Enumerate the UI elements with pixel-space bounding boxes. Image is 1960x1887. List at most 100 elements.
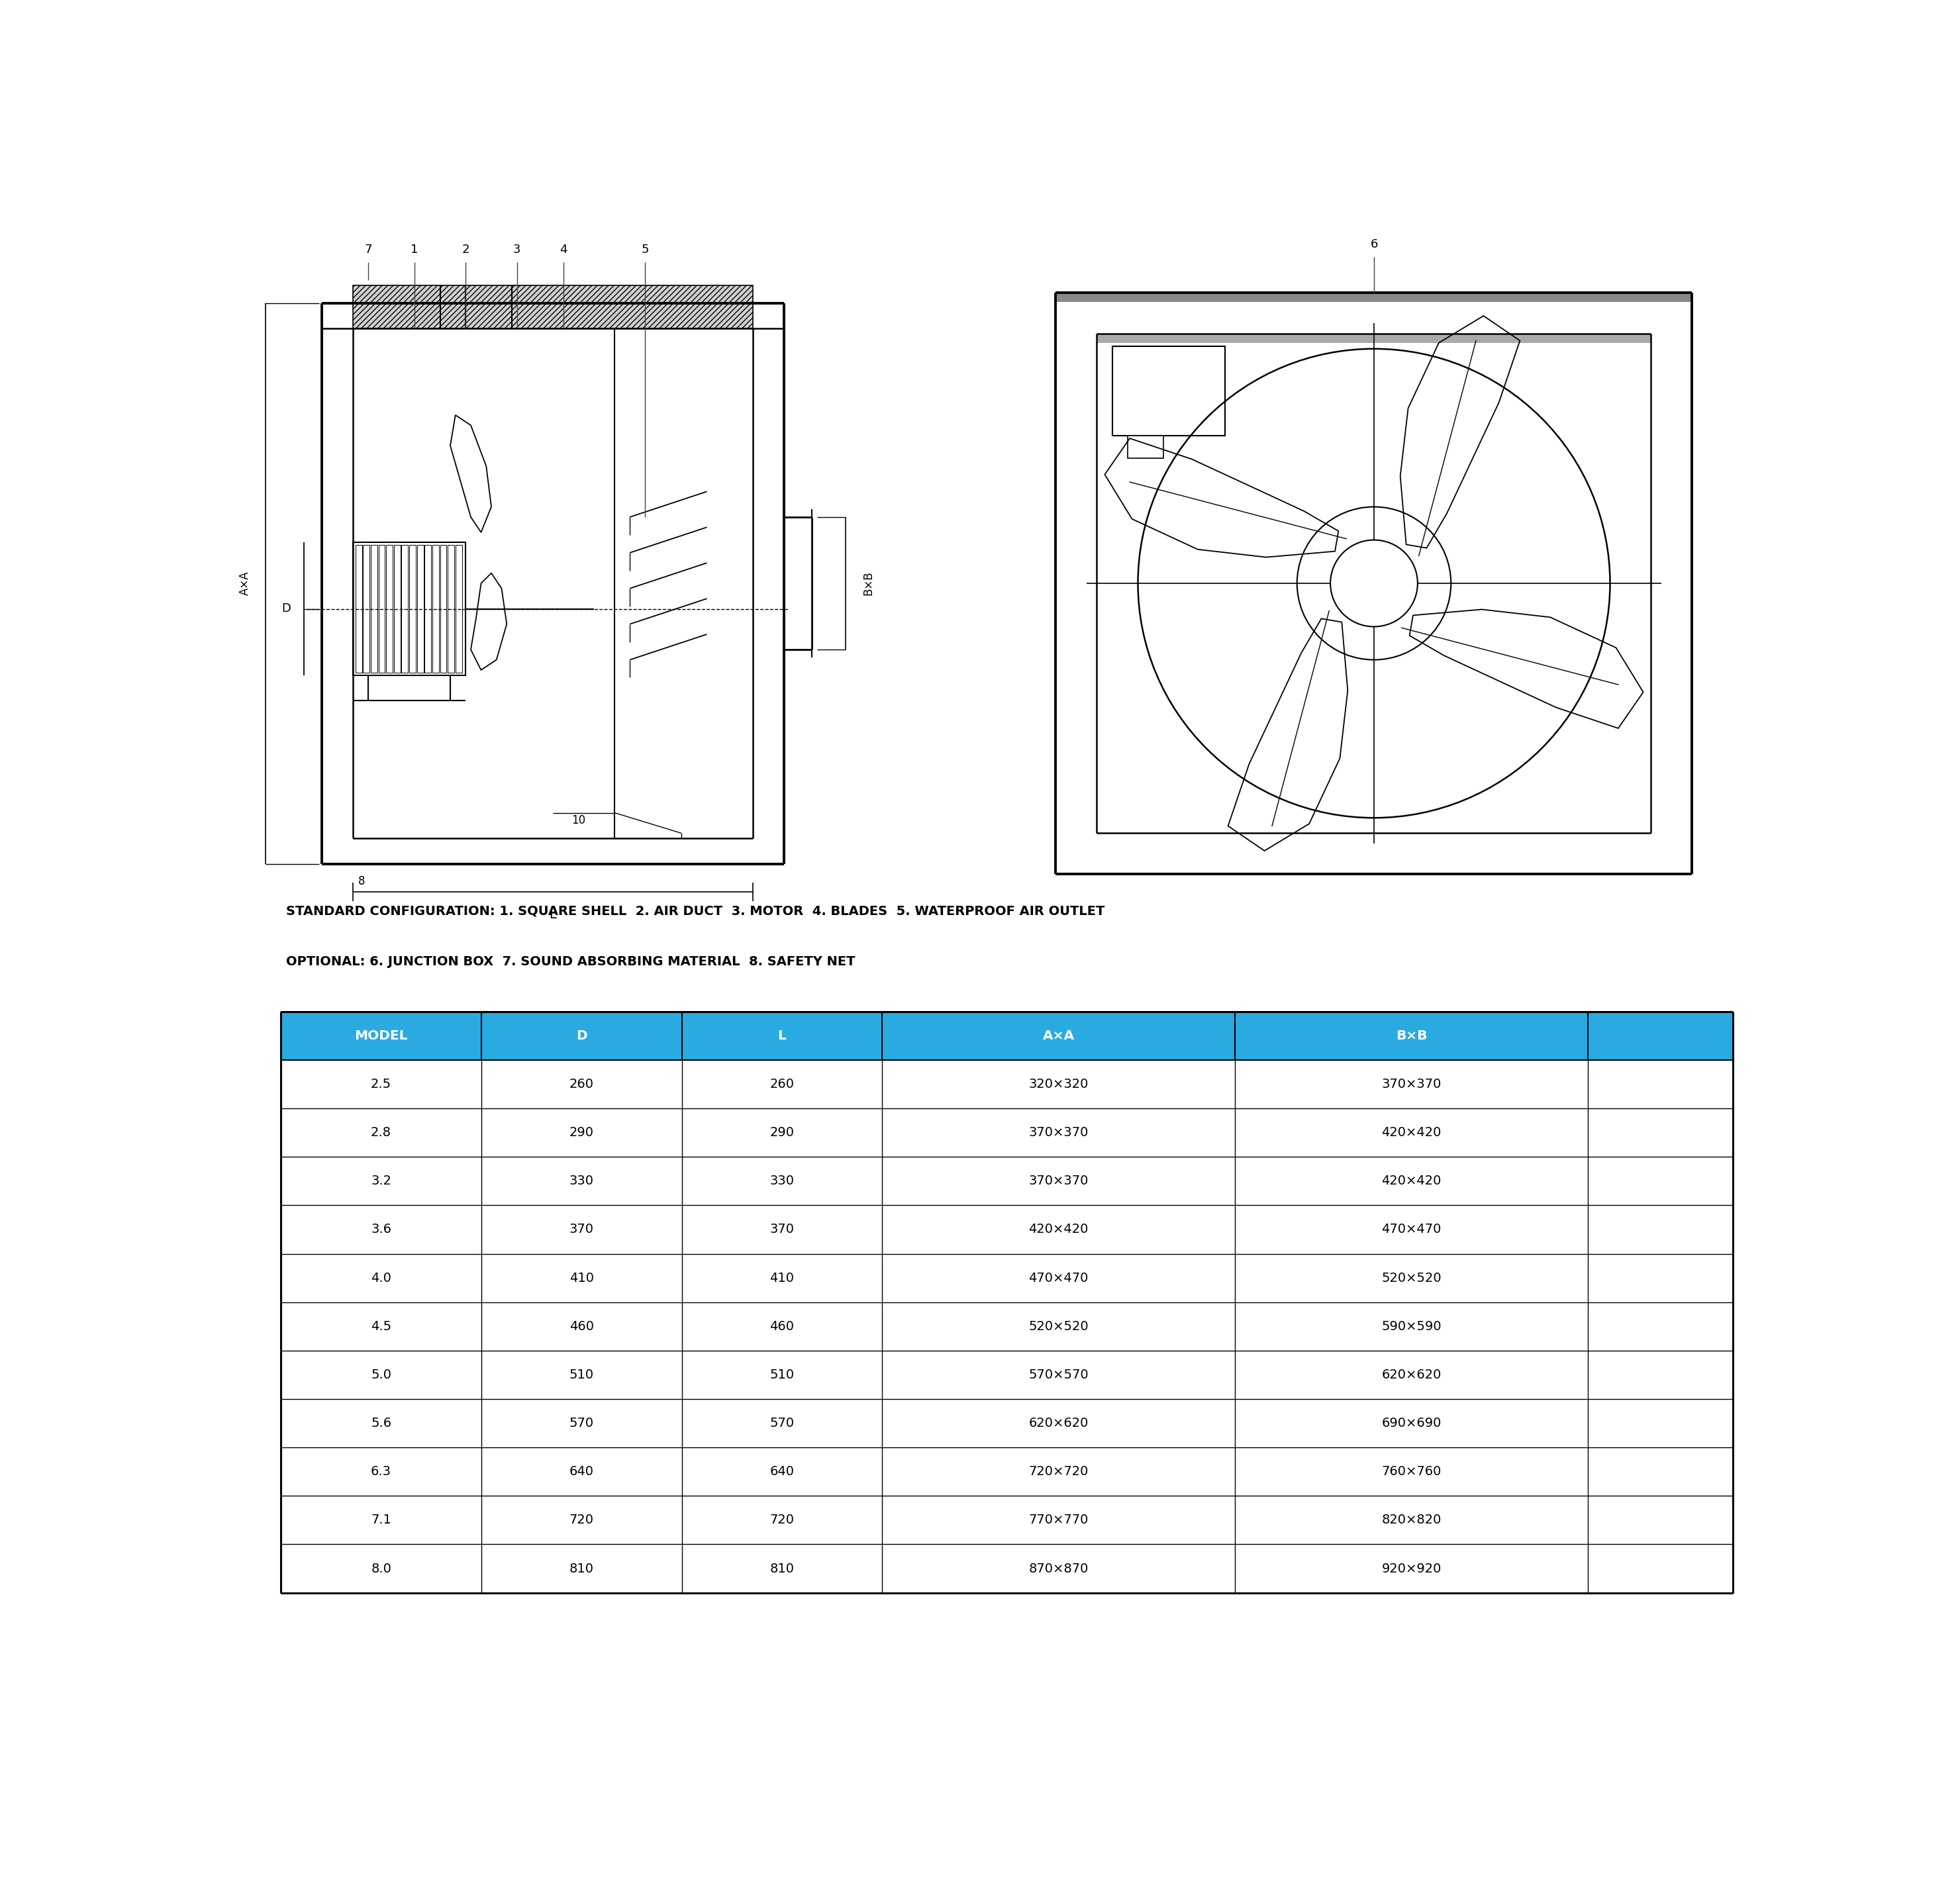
Text: A×A: A×A <box>1043 1030 1074 1042</box>
Text: 520×520: 520×520 <box>1029 1321 1088 1332</box>
Text: 570: 570 <box>568 1417 594 1430</box>
Text: 3: 3 <box>514 243 521 255</box>
Bar <box>1127 436 1164 459</box>
Text: A×A: A×A <box>239 572 251 596</box>
Text: 590×590: 590×590 <box>1382 1321 1441 1332</box>
Text: 760×760: 760×760 <box>1382 1466 1441 1478</box>
Bar <box>1098 334 1650 343</box>
Text: 6.3: 6.3 <box>370 1466 392 1478</box>
Text: 460: 460 <box>568 1321 594 1332</box>
Text: 720×720: 720×720 <box>1029 1466 1088 1478</box>
Text: 460: 460 <box>770 1321 794 1332</box>
Bar <box>280 1011 1733 1060</box>
Text: 2.8: 2.8 <box>370 1127 392 1140</box>
Text: 820×820: 820×820 <box>1382 1513 1441 1527</box>
Bar <box>447 545 455 672</box>
Text: 370: 370 <box>568 1223 594 1236</box>
Bar <box>386 545 392 672</box>
Text: 920×920: 920×920 <box>1382 1562 1441 1576</box>
Text: D: D <box>576 1030 588 1042</box>
Bar <box>280 1447 1733 1496</box>
Text: 770×770: 770×770 <box>1029 1513 1088 1527</box>
Bar <box>455 545 463 672</box>
Bar <box>439 545 447 672</box>
Text: 4: 4 <box>559 243 566 255</box>
Bar <box>280 1253 1733 1302</box>
Text: 510: 510 <box>770 1368 794 1381</box>
Text: 410: 410 <box>770 1272 794 1285</box>
Bar <box>363 545 370 672</box>
Bar <box>280 1206 1733 1253</box>
Text: 5.0: 5.0 <box>370 1368 392 1381</box>
Text: 420×420: 420×420 <box>1382 1127 1441 1140</box>
Text: 370: 370 <box>770 1223 794 1236</box>
Text: 2.5: 2.5 <box>370 1077 392 1091</box>
Text: 620×620: 620×620 <box>1382 1368 1441 1381</box>
Text: 370×370: 370×370 <box>1029 1176 1088 1187</box>
Text: 810: 810 <box>770 1562 794 1576</box>
Text: 2: 2 <box>463 243 470 255</box>
Circle shape <box>1331 540 1417 626</box>
Bar <box>280 1302 1733 1351</box>
Text: 570×570: 570×570 <box>1029 1368 1088 1381</box>
Text: 3.2: 3.2 <box>370 1176 392 1187</box>
Text: 6: 6 <box>1370 238 1378 251</box>
Text: 4.0: 4.0 <box>370 1272 392 1285</box>
Bar <box>378 545 384 672</box>
Bar <box>370 545 376 672</box>
Text: 320×320: 320×320 <box>1029 1077 1088 1091</box>
Bar <box>425 545 431 672</box>
Text: 420×420: 420×420 <box>1382 1176 1441 1187</box>
Text: 8: 8 <box>359 876 365 887</box>
Text: 260: 260 <box>568 1077 594 1091</box>
Text: STANDARD CONFIGURATION: 1. SQUARE SHELL  2. AIR DUCT  3. MOTOR  4. BLADES  5. WA: STANDARD CONFIGURATION: 1. SQUARE SHELL … <box>286 904 1105 917</box>
Text: 7.1: 7.1 <box>370 1513 392 1527</box>
Bar <box>280 1496 1733 1544</box>
Text: 720: 720 <box>568 1513 594 1527</box>
Text: 510: 510 <box>568 1368 594 1381</box>
Text: 620×620: 620×620 <box>1029 1417 1088 1430</box>
Bar <box>417 545 423 672</box>
Text: L: L <box>549 908 557 921</box>
Bar <box>353 285 753 328</box>
Text: 330: 330 <box>568 1176 594 1187</box>
Bar <box>280 1351 1733 1398</box>
Bar <box>280 1398 1733 1447</box>
Text: 5: 5 <box>641 243 649 255</box>
Text: 330: 330 <box>770 1176 794 1187</box>
Text: 370×370: 370×370 <box>1382 1077 1441 1091</box>
Text: 290: 290 <box>568 1127 594 1140</box>
Text: 3.6: 3.6 <box>370 1223 392 1236</box>
Text: 570: 570 <box>770 1417 794 1430</box>
Bar <box>280 1060 1733 1108</box>
Text: 290: 290 <box>770 1127 794 1140</box>
Text: 410: 410 <box>568 1272 594 1285</box>
Text: OPTIONAL: 6. JUNCTION BOX  7. SOUND ABSORBING MATERIAL  8. SAFETY NET: OPTIONAL: 6. JUNCTION BOX 7. SOUND ABSOR… <box>286 955 855 968</box>
Bar <box>353 543 466 676</box>
Bar <box>280 1544 1733 1593</box>
Text: 10: 10 <box>572 815 586 827</box>
Text: 810: 810 <box>568 1562 594 1576</box>
Text: 1: 1 <box>410 243 417 255</box>
Text: D: D <box>282 602 290 615</box>
Bar <box>280 1108 1733 1157</box>
Text: MODEL: MODEL <box>355 1030 408 1042</box>
Text: 640: 640 <box>770 1466 794 1478</box>
Text: B×B: B×B <box>862 572 874 596</box>
Text: 8.0: 8.0 <box>370 1562 392 1576</box>
Text: 870×870: 870×870 <box>1029 1562 1088 1576</box>
Text: 420×420: 420×420 <box>1029 1223 1088 1236</box>
Text: 5.6: 5.6 <box>370 1417 392 1430</box>
Bar <box>410 545 416 672</box>
Bar <box>355 545 363 672</box>
Bar <box>1111 345 1225 436</box>
Bar <box>1056 292 1691 302</box>
Bar <box>280 1157 1733 1206</box>
Text: 640: 640 <box>568 1466 594 1478</box>
Bar <box>433 545 439 672</box>
Bar <box>402 545 408 672</box>
Text: L: L <box>778 1030 786 1042</box>
Text: 260: 260 <box>770 1077 794 1091</box>
Text: 470×470: 470×470 <box>1029 1272 1088 1285</box>
Text: 370×370: 370×370 <box>1029 1127 1088 1140</box>
